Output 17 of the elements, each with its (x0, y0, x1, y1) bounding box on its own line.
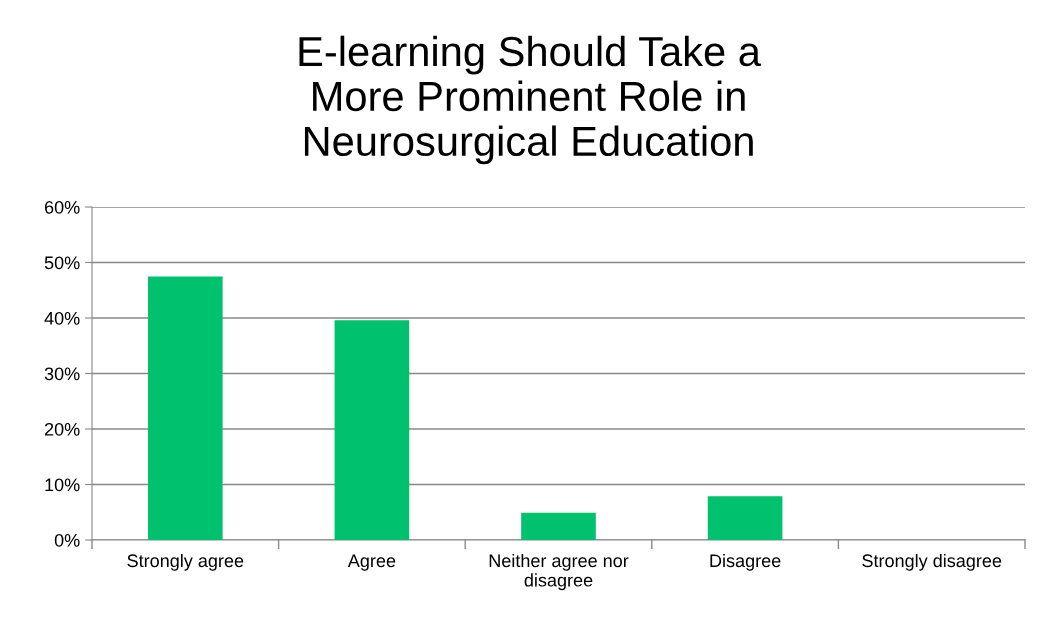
y-tick-label: 40% (44, 311, 80, 325)
bar (147, 276, 223, 540)
x-tick-label: Strongly disagree (862, 553, 1002, 571)
y-tick-label: 20% (44, 422, 80, 436)
y-tick-label: 50% (44, 256, 80, 270)
bar (334, 320, 410, 540)
bar (707, 496, 783, 540)
chart-title: E-learning Should Take a More Prominent Role in Neurosurgical Education (299, 35, 761, 165)
y-tick-label: 30% (44, 367, 80, 381)
bar (521, 512, 596, 540)
x-tick-label: Neither agree nor disagree (489, 553, 629, 591)
x-tick-label: Disagree (710, 553, 781, 571)
y-tick-label: 0% (54, 533, 80, 547)
y-tick-label: 60% (44, 200, 80, 214)
y-tick-label: 10% (45, 478, 80, 492)
x-tick-label: Strongly agree (127, 553, 244, 571)
x-tick-label: Agree (347, 554, 396, 571)
